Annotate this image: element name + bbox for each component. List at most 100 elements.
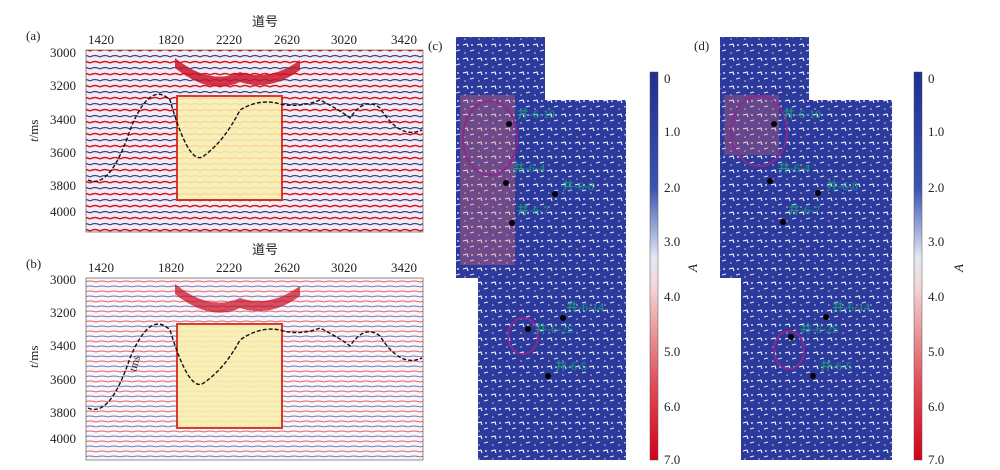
well-marker (767, 178, 773, 184)
well-label: 井-6-2S (800, 322, 839, 336)
x-tick: 2220 (216, 32, 242, 47)
y-tick: 3200 (50, 78, 76, 93)
panel-c-ellipse-south (507, 317, 539, 355)
x-tick: 2620 (274, 32, 300, 47)
well-label: 井-6-2S (535, 322, 574, 336)
well-label: 井-6-14 (832, 300, 870, 314)
colorbar-tick: 1.0 (928, 124, 944, 139)
panel-d-colorbar (913, 71, 923, 461)
colorbar-tick: 2.0 (664, 180, 680, 195)
panel-b-strong-reflector (175, 284, 300, 313)
well-label: 井-6-4 (778, 161, 810, 175)
y-tick: 3600 (50, 145, 76, 160)
panel-b-highlight-box (176, 323, 283, 429)
colorbar-tick: 6.0 (928, 399, 944, 414)
well-marker (509, 220, 515, 226)
panel-b-stray-text: tms (127, 354, 143, 372)
panel-d-wells: 井-6-10 井-6-4 井-6-8 井-6-7 井-6-14 井-6-2S 井… (767, 107, 870, 379)
colorbar-tick: 6.0 (664, 399, 680, 414)
panel-c-anomaly-zone (460, 95, 515, 265)
panel-a-y-label: t/ms (26, 120, 41, 142)
well-label: 井-6-7 (517, 203, 549, 217)
panel-a: (a) 道号 1420 1820 2220 2620 3020 3420 300… (26, 15, 424, 233)
well-marker (560, 315, 566, 321)
colorbar-tick: 2.0 (928, 180, 944, 195)
panel-c-label: (c) (428, 38, 442, 53)
colorbar-tick: 7.0 (664, 452, 680, 467)
panel-c-colorbar (649, 71, 659, 461)
y-tick: 4000 (50, 204, 76, 219)
x-tick: 1820 (158, 32, 184, 47)
colorbar-tick: 1.0 (664, 124, 680, 139)
well-label: 井-6-8 (826, 179, 858, 193)
colorbar-tick: 4.0 (664, 289, 680, 304)
panel-d-attribute-map (720, 37, 892, 460)
well-marker (823, 314, 829, 320)
x-tick: 1420 (88, 260, 114, 275)
well-marker (780, 219, 786, 225)
panel-a-axis-title: 道号 (252, 15, 278, 30)
well-marker (815, 190, 821, 196)
colorbar-tick: 7.0 (928, 452, 944, 467)
well-label: 井-6-14 (566, 300, 604, 314)
well-label: 井-6-5 (555, 359, 587, 373)
x-tick: 1420 (88, 32, 114, 47)
panel-b-horizon-line (87, 323, 423, 411)
panel-a-horizon-line (87, 93, 423, 183)
x-tick: 3020 (331, 32, 357, 47)
panel-a-strong-reflector (175, 58, 300, 87)
panel-d-label: (d) (694, 38, 709, 53)
panel-a-y-ticks: 3000 3200 3400 3600 3800 4000 (50, 45, 76, 219)
x-tick: 3420 (391, 32, 417, 47)
panel-a-highlight-box (176, 95, 283, 201)
colorbar-tick: 0 (664, 71, 671, 86)
well-marker (545, 373, 551, 379)
colorbar-tick: 4.0 (928, 289, 944, 304)
well-marker (771, 121, 777, 127)
panel-a-label: (a) (26, 28, 40, 43)
panel-d: (d) 井-6-10 井-6-4 井-6-8 井-6-7 井-6-14 井-6-… (694, 37, 966, 467)
well-marker (552, 191, 558, 197)
well-label: 井-6-10 (517, 107, 555, 121)
panel-a-x-ticks: 1420 1820 2220 2620 3020 3420 (88, 32, 417, 47)
colorbar-tick: 5.0 (928, 344, 944, 359)
y-tick: 3400 (50, 338, 76, 353)
panel-d-ellipse-south (773, 330, 805, 370)
well-marker (810, 373, 816, 379)
colorbar-tick: 3.0 (928, 234, 944, 249)
y-tick: 3000 (50, 45, 76, 60)
panel-c: (c) 井-6-10 井-6-4 井-6-8 井-6-7 井-6-14 井-6-… (428, 37, 700, 467)
panel-c-colorbar-label: A (685, 264, 700, 273)
y-tick: 4000 (50, 431, 76, 446)
x-tick: 3020 (331, 260, 357, 275)
panel-d-ellipse-north (730, 95, 788, 167)
panel-b-axis-title: 道号 (252, 243, 278, 258)
panel-c-colorbar-ticks: 0 1.0 2.0 3.0 4.0 5.0 6.0 7.0 (664, 71, 680, 467)
y-tick: 3400 (50, 112, 76, 127)
well-label: 井-6-5 (820, 359, 852, 373)
panel-b-y-label: t/ms (26, 346, 41, 368)
panel-c-ellipse-north (462, 100, 518, 176)
colorbar-tick: 0 (928, 71, 935, 86)
well-marker (788, 334, 794, 340)
colorbar-tick: 3.0 (664, 234, 680, 249)
panel-b: (b) 道号 1420 1820 2220 2620 3020 3420 300… (26, 243, 424, 461)
well-label: 井-6-7 (788, 203, 820, 217)
well-label: 井-6-4 (513, 161, 545, 175)
well-label: 井-6-8 (562, 179, 594, 193)
panel-b-x-ticks: 1420 1820 2220 2620 3020 3420 (88, 260, 417, 275)
panel-b-label: (b) (26, 256, 41, 271)
colorbar-tick: 5.0 (664, 344, 680, 359)
x-tick: 2620 (274, 260, 300, 275)
panel-d-colorbar-ticks: 0 1.0 2.0 3.0 4.0 5.0 6.0 7.0 (928, 71, 944, 467)
y-tick: 3800 (50, 405, 76, 420)
panel-b-y-ticks: 3000 3200 3400 3600 3800 4000 (50, 272, 76, 446)
well-marker (503, 180, 509, 186)
well-label: 井-6-10 (783, 107, 821, 121)
x-tick: 2220 (216, 260, 242, 275)
panel-c-wells: 井-6-10 井-6-4 井-6-8 井-6-7 井-6-14 井-6-2S 井… (503, 107, 604, 379)
x-tick: 1820 (158, 260, 184, 275)
y-tick: 3800 (50, 178, 76, 193)
x-tick: 3420 (391, 260, 417, 275)
